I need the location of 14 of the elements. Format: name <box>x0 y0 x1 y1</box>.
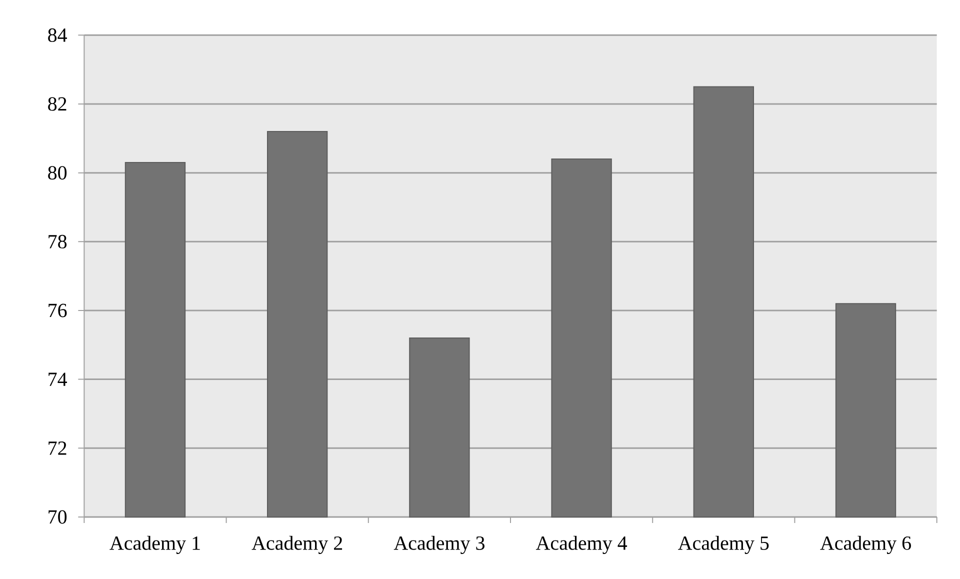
y-tick-label: 74 <box>48 372 68 386</box>
x-tick-label: Academy 6 <box>820 536 911 554</box>
y-tick-label: 72 <box>48 441 66 455</box>
x-tick-label: Academy 4 <box>536 536 628 554</box>
x-tick-label: Academy 5 <box>678 536 769 554</box>
y-tick-label: 78 <box>48 234 67 248</box>
x-tick-label: Academy 2 <box>252 536 342 554</box>
y-tick-label: 76 <box>48 304 67 318</box>
y-tick-label: 82 <box>48 97 66 111</box>
x-tick-label: Academy 1 <box>110 536 200 554</box>
y-tick-label: 80 <box>48 166 67 180</box>
y-tick-label: 70 <box>48 510 67 524</box>
y-tick-label: 84 <box>48 28 68 42</box>
x-tick-label: Academy 3 <box>394 536 484 554</box>
